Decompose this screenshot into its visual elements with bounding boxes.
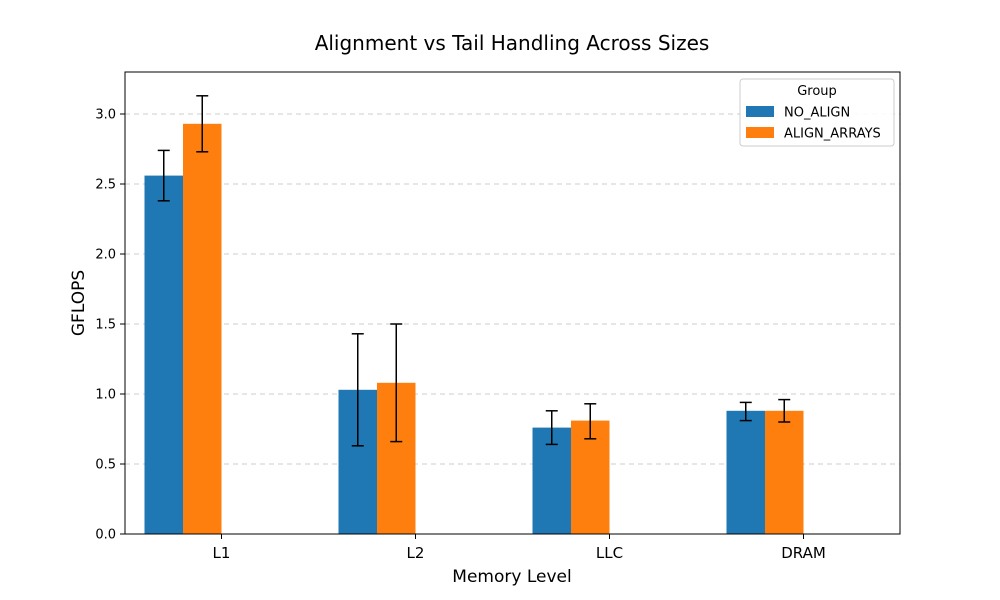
legend-swatch — [746, 127, 774, 138]
y-axis: 0.0 0.5 1.0 1.5 2.0 2.5 3.0 — [95, 108, 125, 543]
bar — [183, 123, 222, 535]
x-tick-label: L1 — [213, 544, 231, 562]
legend: Group NO_ALIGN ALIGN_ARRAYS — [739, 78, 895, 147]
error-bars — [157, 95, 791, 447]
legend-swatch — [746, 106, 774, 117]
y-tick-label: 2.0 — [95, 248, 116, 263]
chart-title: Alignment vs Tail Handling Across Sizes — [315, 31, 710, 55]
y-tick-label: 0.0 — [95, 528, 116, 543]
legend-label: NO_ALIGN — [784, 106, 850, 121]
x-axis-label: Memory Level — [452, 567, 571, 587]
y-tick-label: 1.5 — [95, 318, 116, 333]
y-axis-label: GFLOPS — [69, 270, 89, 336]
error-bar — [739, 401, 752, 422]
legend-label: ALIGN_ARRAYS — [784, 127, 881, 142]
bar — [726, 410, 765, 534]
y-tick-label: 3.0 — [95, 108, 116, 123]
error-bar — [157, 149, 170, 202]
legend-box — [739, 78, 895, 147]
bar — [144, 175, 183, 534]
bar — [532, 427, 571, 534]
x-tick-label: DRAM — [781, 544, 826, 562]
plot-frame — [124, 71, 901, 535]
legend-title: Group — [797, 84, 837, 99]
error-bar — [196, 95, 209, 153]
y-tick-label: 0.5 — [95, 458, 116, 473]
x-axis: L1 L2 LLC DRAM — [213, 534, 826, 562]
error-bar — [778, 398, 791, 423]
bar — [765, 410, 804, 534]
error-bar — [390, 323, 403, 443]
error-bar — [584, 403, 597, 440]
error-bar — [351, 333, 364, 447]
error-bar — [545, 410, 558, 446]
x-tick-label: LLC — [596, 544, 623, 562]
x-tick-label: L2 — [407, 544, 425, 562]
y-tick-label: 2.5 — [95, 178, 116, 193]
y-tick-label: 1.0 — [95, 388, 116, 403]
grid-lines — [125, 113, 900, 535]
bars — [144, 123, 804, 535]
